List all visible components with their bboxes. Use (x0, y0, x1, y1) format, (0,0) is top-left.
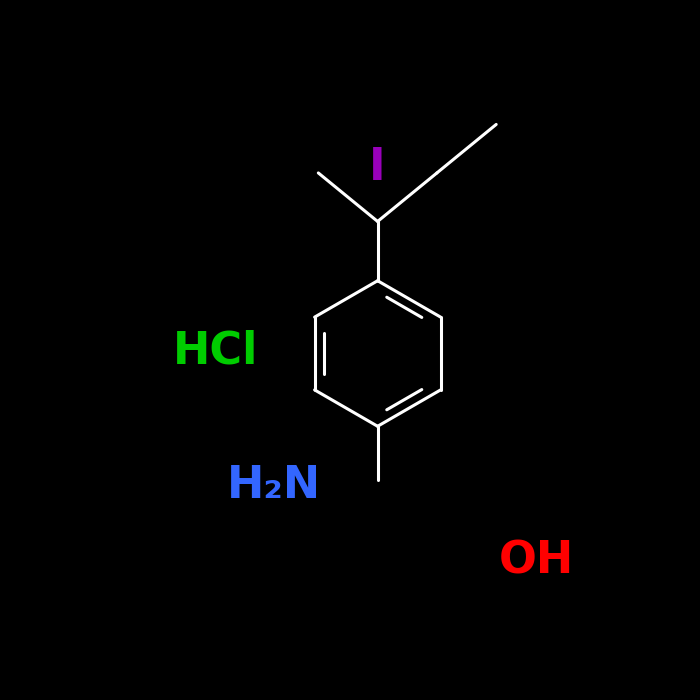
Text: I: I (370, 146, 386, 189)
Text: HCl: HCl (173, 329, 258, 372)
Text: OH: OH (499, 540, 574, 582)
Text: H₂N: H₂N (227, 464, 321, 507)
